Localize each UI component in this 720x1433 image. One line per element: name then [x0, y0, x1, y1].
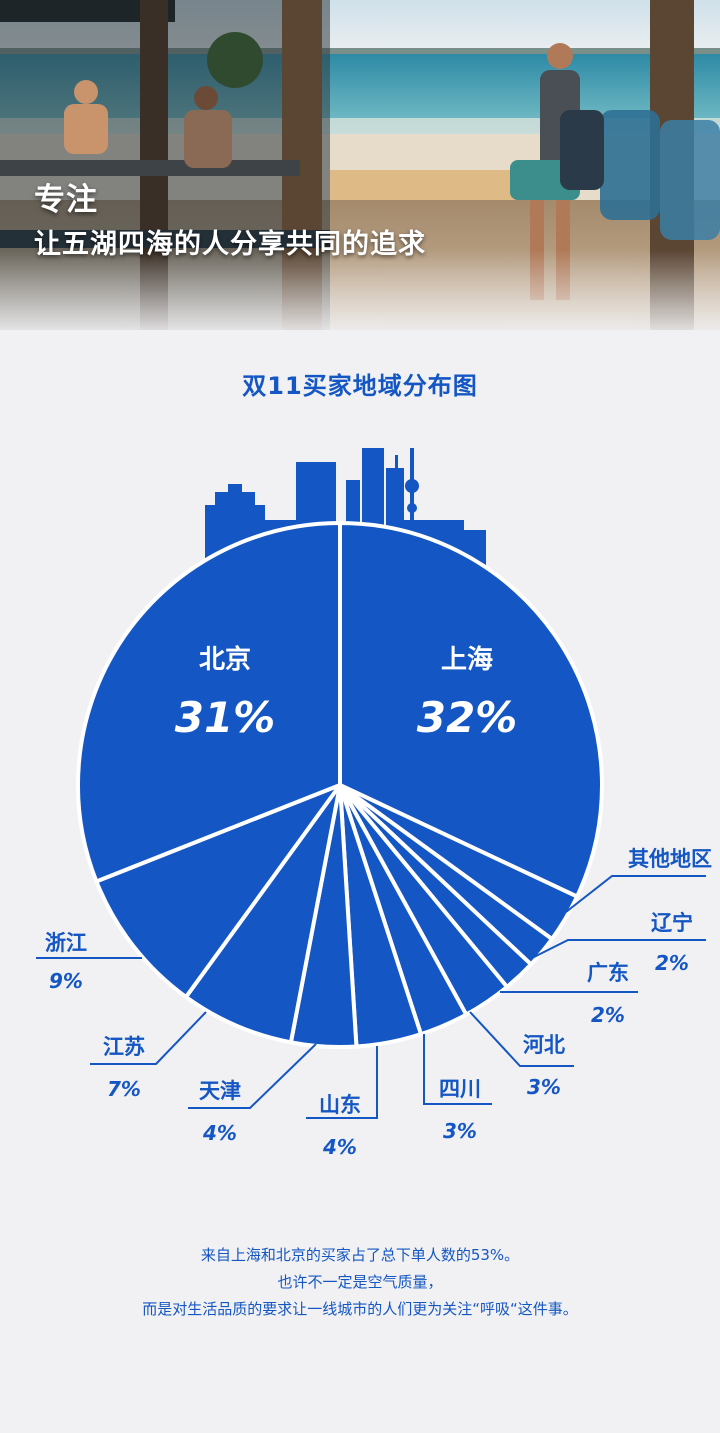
slice-label-1: 上海	[441, 645, 493, 675]
footer-line-2: 也许不一定是空气质量，	[277, 1273, 443, 1291]
chart-title: 双11买家地域分布图	[242, 372, 478, 400]
footer-line-3: 而是对生活品质的要求让一线城市的人们更为关注“呼吸“这件事。	[142, 1300, 578, 1318]
slice-value-9: 7%	[107, 1077, 141, 1101]
leader-lines	[36, 875, 706, 1119]
leader-line-9	[90, 1011, 207, 1065]
leader-line-6	[423, 1034, 492, 1105]
slice-label-2: 其他地区	[628, 847, 712, 871]
pie-slices	[76, 521, 604, 1049]
leader-line-7	[306, 1046, 378, 1119]
pie-slice-8	[184, 783, 342, 1045]
slice-label-4: 广东	[587, 961, 629, 985]
pie-slice-10	[76, 521, 342, 884]
slice-label-6: 四川	[439, 1077, 481, 1101]
slice-value-5: 3%	[527, 1075, 561, 1099]
header-subtitle: 让五湖四海的人分享共同的追求	[34, 229, 426, 260]
slice-value-3: 2%	[655, 951, 689, 975]
slice-label-8: 天津	[199, 1079, 241, 1103]
slice-value-6: 3%	[443, 1119, 477, 1143]
slice-value-8: 4%	[202, 1121, 237, 1145]
leader-line-3	[531, 939, 706, 959]
footer-note: 来自上海和北京的买家占了总下单人数的53%。 也许不一定是空气质量， 而是对生活…	[0, 1242, 720, 1323]
slice-label-0: 北京	[199, 644, 251, 675]
pie-slice-0	[338, 521, 604, 899]
header-photo	[0, 0, 720, 330]
slice-label-10: 浙江	[45, 931, 87, 955]
slice-label-5: 河北	[523, 1033, 565, 1057]
slice-label-9: 江苏	[103, 1035, 145, 1059]
slice-value-0: 31%	[175, 693, 276, 742]
slice-label-3: 辽宁	[651, 911, 693, 935]
pie-slice-9	[94, 783, 342, 999]
slice-value-7: 4%	[322, 1135, 357, 1159]
leader-line-5	[469, 1011, 574, 1067]
slice-value-10: 9%	[49, 969, 83, 993]
slice-label-7: 山东	[319, 1093, 361, 1117]
leader-line-8	[188, 1043, 317, 1109]
header-title: 专注	[34, 182, 98, 218]
slice-value-1: 32%	[417, 693, 518, 742]
slice-value-4: 2%	[591, 1003, 625, 1027]
leader-line-2	[565, 875, 706, 913]
footer-line-1: 来自上海和北京的买家占了总下单人数的53%。	[200, 1246, 520, 1264]
